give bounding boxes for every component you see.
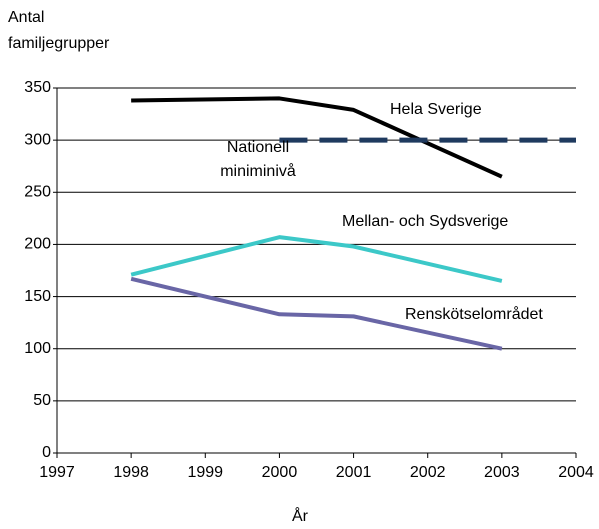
y-tick-label: 200 [24, 236, 51, 253]
series-label: Renskötselområdet [405, 305, 543, 323]
series-line [131, 96, 503, 179]
y-axis-title-line: Antal [8, 9, 44, 26]
series-line [130, 235, 503, 283]
x-tick-label: 1998 [113, 464, 149, 481]
series-label-line: Nationell [227, 139, 289, 156]
y-tick-label: 50 [33, 392, 51, 409]
y-tick-label: 100 [24, 340, 51, 357]
x-tick-label: 2001 [336, 464, 372, 481]
y-tick-label: 0 [42, 444, 51, 461]
y-tick-label: 300 [24, 131, 51, 148]
y-axis-title-line: familjegrupper [8, 35, 110, 52]
y-tick-label: 150 [24, 288, 51, 305]
x-tick-label: 1999 [187, 464, 223, 481]
x-axis-title: År [292, 506, 309, 525]
y-tick-label: 250 [24, 184, 51, 201]
series-label: Nationell miniminivå [220, 139, 296, 180]
x-tick-label: 2000 [262, 464, 298, 481]
x-tick-label: 2003 [484, 464, 520, 481]
x-tick-label: 2004 [558, 464, 594, 481]
series-label-line: miniminivå [220, 162, 296, 180]
y-axis-title: Antal familjegrupper [8, 9, 110, 52]
series-label: Hela Sverige [390, 101, 482, 118]
x-tick-label: 2002 [410, 464, 446, 481]
x-tick-label: 1997 [39, 464, 75, 481]
series-line [130, 276, 503, 351]
y-tick-label: 350 [24, 79, 51, 96]
series-label: Mellan- och Sydsverige [342, 213, 508, 230]
